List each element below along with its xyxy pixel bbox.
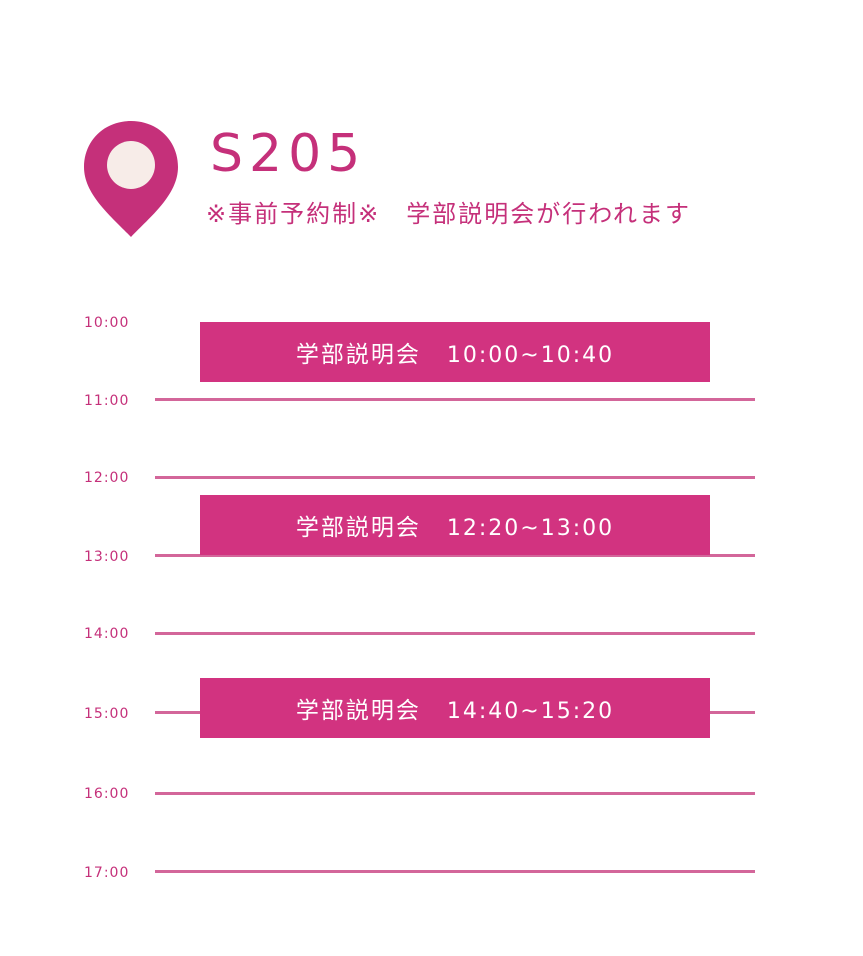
- reservation-note: ※事前予約制※ 学部説明会が行われます: [206, 200, 692, 228]
- hour-label: 11:00: [84, 393, 130, 409]
- hour-label: 16:00: [84, 786, 130, 802]
- event-time: 12:20~13:00: [446, 515, 615, 541]
- map-pin-icon: [84, 121, 178, 237]
- hour-label: 17:00: [84, 865, 130, 881]
- room-title: S205: [210, 124, 367, 184]
- event-block: 学部説明会 12:20~13:00: [200, 495, 710, 555]
- hour-label: 10:00: [84, 315, 130, 331]
- event-block: 学部説明会 10:00~10:40: [200, 322, 710, 382]
- hour-line: [155, 554, 755, 557]
- hour-label: 12:00: [84, 470, 130, 486]
- event-title: 学部説明会: [295, 342, 421, 368]
- hour-line: [155, 398, 755, 401]
- hour-label: 15:00: [84, 706, 130, 722]
- hour-label: 14:00: [84, 626, 130, 642]
- hour-label: 13:00: [84, 549, 130, 565]
- hour-line: [155, 870, 755, 873]
- hour-line: [155, 632, 755, 635]
- event-block: 学部説明会 14:40~15:20: [200, 678, 710, 738]
- event-time: 14:40~15:20: [446, 698, 615, 724]
- event-time: 10:00~10:40: [446, 342, 615, 368]
- event-title: 学部説明会: [295, 698, 421, 724]
- hour-line: [155, 476, 755, 479]
- hour-line: [155, 792, 755, 795]
- event-title: 学部説明会: [295, 515, 421, 541]
